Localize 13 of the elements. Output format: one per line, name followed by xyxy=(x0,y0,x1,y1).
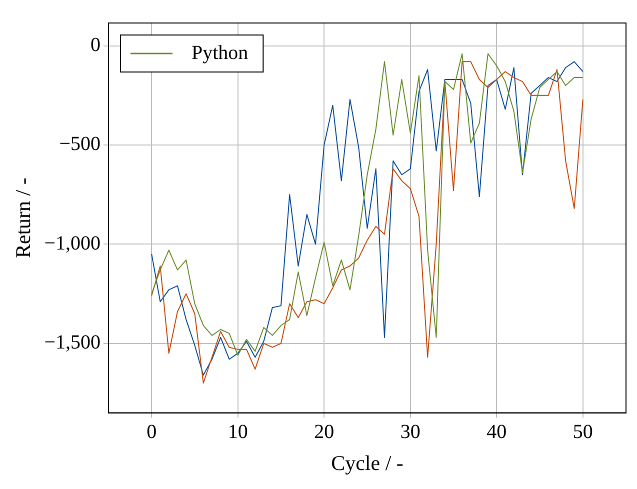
x-tick-label: 40 xyxy=(486,421,507,444)
y-tick-label: −500 xyxy=(59,133,100,156)
x-tick-label: 10 xyxy=(228,421,248,444)
y-tick-label: −1,500 xyxy=(44,332,100,354)
y-axis-title: Return / - xyxy=(11,178,36,258)
y-tick-label: −1,000 xyxy=(44,232,100,254)
x-tick-label: 20 xyxy=(314,421,334,444)
x-tick-label: 30 xyxy=(400,421,420,444)
x-axis-title: Cycle / - xyxy=(331,450,404,475)
x-tick-label: 50 xyxy=(572,421,593,444)
y-tick-label: 0 xyxy=(90,34,100,56)
legend-label: Python xyxy=(191,42,248,64)
x-tick-label: 0 xyxy=(146,421,157,444)
